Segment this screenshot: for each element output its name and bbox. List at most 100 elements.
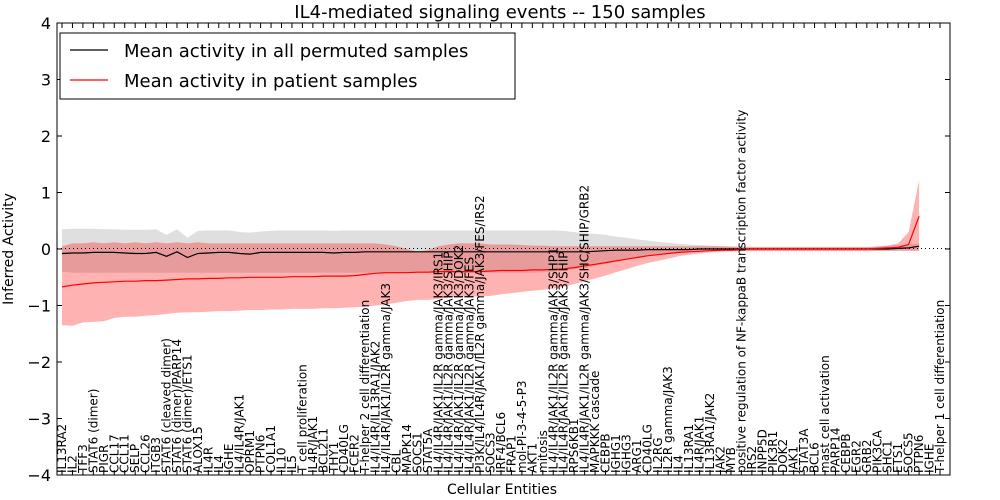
- x-tick-label: STAT6 (dimer): [86, 389, 100, 473]
- x-tick-label: SOCS3: [484, 432, 498, 473]
- x-tick-label: ETS1: [891, 443, 905, 473]
- x-tick-label: IL4/IL4R/JAK1: [233, 394, 247, 473]
- x-tick-label: CEBPB: [599, 433, 613, 473]
- x-tick-label: CCL26: [139, 434, 153, 473]
- x-tick-label: IGHG3: [619, 434, 633, 473]
- y-tick-label: 0: [41, 240, 51, 259]
- x-tick-label: IGHE: [923, 444, 937, 473]
- x-tick-label: STAT3A: [797, 428, 811, 473]
- x-tick-label: CCL17: [107, 434, 121, 473]
- lines-layer: [61, 215, 920, 288]
- x-tick-label: IRS2: [745, 446, 759, 473]
- x-tick-label: SOCS1: [410, 432, 424, 473]
- x-tick-label: PIGR: [97, 445, 111, 473]
- x-tick-label: IL13RA2: [55, 424, 69, 473]
- x-tick-label: GRB2: [860, 439, 874, 473]
- y-tick-label: −1: [27, 297, 51, 316]
- x-tick-label: INPP5D: [755, 429, 769, 473]
- y-tick-label: −3: [27, 410, 51, 429]
- x-tick-label: IL4/IL4R/IL13RA1/JAK2: [369, 341, 383, 473]
- chart-title: IL4-mediated signaling events -- 150 sam…: [294, 2, 705, 23]
- x-tick-label: CBL: [390, 449, 404, 473]
- x-tick-label: RPS6KB1: [567, 418, 581, 473]
- x-tick-label: STAT6 (dimer)/PARP14: [170, 339, 184, 473]
- x-tick-label: PI3K/IL4/IL4R/JAK1/IL2R gamma/JAK3/FES/I…: [473, 195, 487, 473]
- x-tick-label: FCER2: [348, 434, 362, 473]
- x-tick-label: BCL6: [808, 442, 822, 473]
- x-tick-label: IL4: [212, 455, 226, 473]
- legend-box: [59, 32, 516, 100]
- x-tick-label: mol-PI-3-4-5-P3: [515, 380, 529, 473]
- x-tick-label: T cell proliferation: [295, 364, 309, 474]
- x-tick-label: STAT6 (cleaved dimer): [160, 338, 174, 473]
- x-tick-label: ITGB3: [149, 437, 163, 473]
- x-tick-label: IL4/IL4R/JAK1/IL2R gamma/JAK3/SHP1: [546, 247, 560, 473]
- series-line-patient: [61, 215, 920, 288]
- y-tick-label: 2: [41, 127, 51, 146]
- x-tick-label: IL4R: [201, 447, 215, 473]
- x-tick-label: IGHE: [222, 444, 236, 473]
- x-tick-label: IL4/IL4R/JAK1/IL2R gamma/JAK3/IRS1: [431, 252, 445, 473]
- legend-label-patient: Mean activity in patient samples: [124, 71, 418, 92]
- x-tick-label: MAPKKK cascade: [588, 371, 602, 473]
- x-tick-label: STAT5A: [421, 428, 435, 473]
- x-tick-label: positive regulation of NF-kappaB transcr…: [734, 110, 748, 473]
- x-tick-label: IL4R/JAK1: [693, 416, 707, 473]
- x-tick-label: THY1: [327, 442, 341, 474]
- x-tick-label: AKT1: [525, 443, 539, 473]
- y-tick-label: 3: [41, 71, 51, 90]
- x-tick-label: BCL2L1: [316, 428, 330, 473]
- x-tick-label: MAPK14: [400, 424, 414, 473]
- x-tick-label: SELP: [128, 444, 142, 473]
- x-tick-label: SHC1: [881, 440, 895, 473]
- x-tick-label: IL13RA1/JAK2: [703, 393, 717, 473]
- x-tick-label: IL4/IL4R/JAK1/IL2R gamma/JAK3/FES: [463, 257, 477, 473]
- y-tick-label: −2: [27, 353, 51, 372]
- legend: Mean activity in all permuted samples Me…: [59, 32, 516, 100]
- x-tick-label: FRAP1: [505, 435, 519, 473]
- x-tick-label: IL5: [285, 455, 299, 473]
- x-tick-label: IL4R/JAK1: [306, 416, 320, 473]
- x-tick-label: CCL11: [118, 434, 132, 473]
- x-tick-label: IGHG1: [609, 434, 623, 473]
- y-axis-label: Inferred Activity: [1, 193, 17, 305]
- x-tick-label: CD40LG: [640, 424, 654, 473]
- x-tick-label: mast cell activation: [818, 355, 832, 473]
- x-tick-label: IL4/IL4R/JAK1/IL2R gamma/JAK3/SHIP: [557, 252, 571, 473]
- x-tick-label: JAK2: [714, 446, 728, 474]
- x-tick-label: IL13RA1: [682, 424, 696, 473]
- x-tick-label: EGR2: [849, 440, 863, 473]
- band-permuted-range: [62, 228, 920, 273]
- x-tick-label: TFF3: [76, 444, 90, 474]
- x-tick-label: IL4: [672, 455, 686, 473]
- y-tick-label: −4: [27, 466, 51, 485]
- bands-layer: [62, 180, 920, 326]
- x-tick-label: PIK3CA: [870, 429, 884, 473]
- y-tick-label: 4: [41, 14, 51, 33]
- x-tick-label: DOK2: [776, 439, 790, 473]
- x-tick-label: IRF4/BCL6: [494, 412, 508, 473]
- x-tick-label: COL1A1: [264, 425, 278, 473]
- x-tick-label: PIK3R1: [766, 431, 780, 473]
- x-tick-label: STAT6 (dimer)/ETS1: [180, 354, 194, 473]
- x-tick-label: PTPN6: [912, 435, 926, 473]
- x-tick-label: CD40LG: [337, 424, 351, 473]
- x-tick-label: PTPN6: [254, 435, 268, 473]
- x-tick-label: ALOX15: [191, 426, 205, 473]
- x-tick-label: PARP14: [829, 427, 843, 473]
- x-tick-label: IL4/IL4R/JAK1/IL2R gamma/JAK3: [379, 283, 393, 473]
- x-tick-label: IL4/IL4R/JAK1/IL2R gamma/JAK3/DOK2: [452, 245, 466, 473]
- band-patient-range: [62, 180, 920, 326]
- x-tick-label: IL10: [275, 448, 289, 474]
- x-tick-label: IL2RG: [651, 438, 665, 474]
- y-tick-label: 1: [41, 184, 51, 203]
- x-tick-label: IL4/IL4R/JAK1/IL2R gamma/JAK3/SHC/SHIP/G…: [578, 185, 592, 473]
- x-tick-label: CEBPB: [839, 433, 853, 473]
- x-tick-label: ARG1: [630, 440, 644, 473]
- legend-label-permuted: Mean activity in all permuted samples: [124, 41, 468, 62]
- x-tick-label: JAK1: [787, 446, 801, 474]
- x-tick-label: MYB: [724, 447, 738, 473]
- x-tick-label: T-helper 2 cell differentiation: [358, 300, 372, 474]
